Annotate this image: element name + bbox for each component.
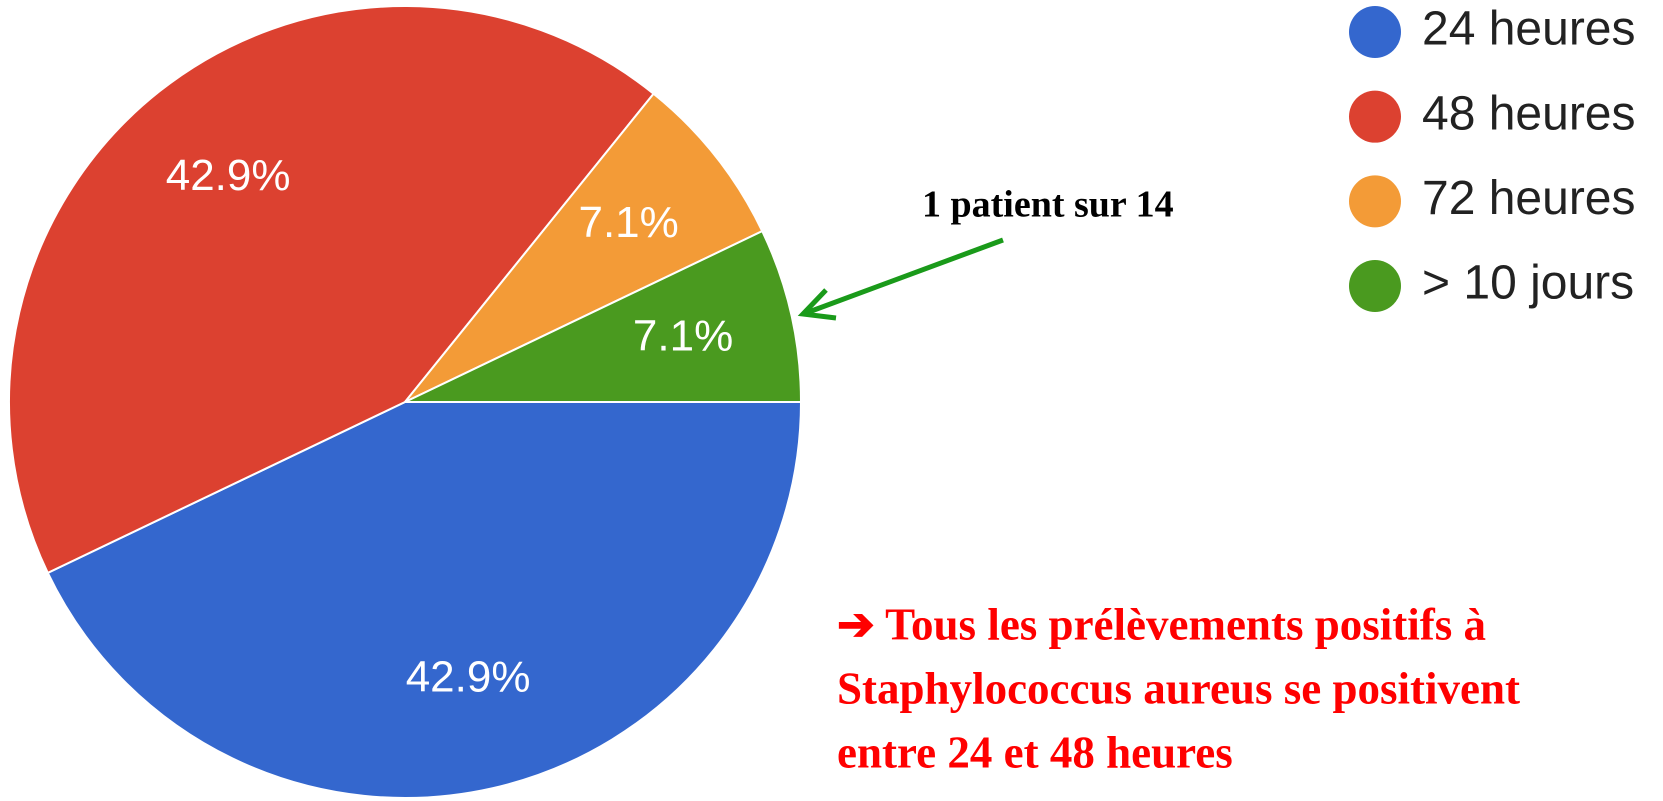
annotation: 1 patient sur 14 xyxy=(922,184,1174,226)
pie-slice xyxy=(46,401,803,799)
legend-swatch xyxy=(1349,6,1401,58)
slice-label: 42.9% xyxy=(166,151,291,200)
conclusion-line: ➔ Tous les prélèvements positifs à xyxy=(837,599,1486,649)
pie-slice xyxy=(8,5,655,575)
annotation-arrow xyxy=(797,237,1004,321)
slice-label: 42.9% xyxy=(406,653,531,702)
pie-slice xyxy=(404,229,803,403)
legend-swatch xyxy=(1349,260,1401,312)
legend-label: 24 heures xyxy=(1422,3,1636,56)
legend-label: 48 heures xyxy=(1422,87,1636,140)
pie-slice xyxy=(404,92,764,403)
legend-swatch xyxy=(1349,175,1401,228)
conclusion-line: Staphylococcus aureus se positivent xyxy=(837,663,1520,713)
legend-swatch xyxy=(1349,90,1401,143)
slice-label: 7.1% xyxy=(633,312,733,361)
conclusion-line: entre 24 et 48 heures xyxy=(837,727,1233,777)
legend-label: 72 heures xyxy=(1422,172,1636,225)
legend-label: > 10 jours xyxy=(1422,257,1634,310)
slice-label: 7.1% xyxy=(578,198,678,247)
